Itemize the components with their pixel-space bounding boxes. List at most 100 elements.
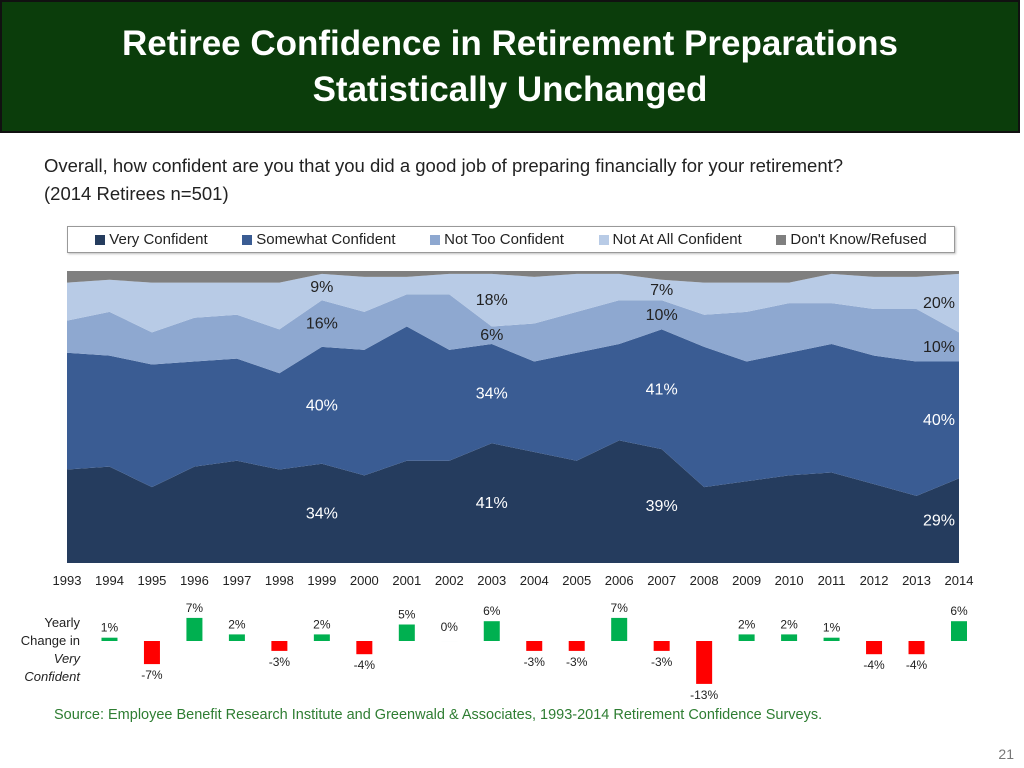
change-value-label: 6% xyxy=(483,604,501,618)
change-value-label: -3% xyxy=(269,655,291,669)
data-label: 29% xyxy=(923,513,955,530)
year-tick-label: 2005 xyxy=(562,573,591,588)
change-value-label: 2% xyxy=(313,617,331,631)
legend-item-somewhat-confident: Somewhat Confident xyxy=(242,231,396,248)
change-value-label: 5% xyxy=(398,608,416,622)
page-number: 21 xyxy=(998,746,1014,762)
area-series-don-t-know-refused xyxy=(67,271,959,283)
data-label: 40% xyxy=(923,412,955,429)
data-label: 16% xyxy=(306,316,338,333)
data-label: 6% xyxy=(480,327,503,344)
change-bar xyxy=(738,634,755,641)
legend-swatch xyxy=(430,234,441,245)
year-tick-label: 1999 xyxy=(307,573,336,588)
data-label: 7% xyxy=(650,282,673,299)
data-label: 9% xyxy=(310,279,333,296)
year-tick-label: 2001 xyxy=(392,573,421,588)
legend-swatch xyxy=(95,234,106,245)
year-tick-label: 2010 xyxy=(775,573,804,588)
change-value-label: 2% xyxy=(738,617,756,631)
change-value-label: -4% xyxy=(906,658,928,672)
data-label: 34% xyxy=(306,505,338,522)
area-series-somewhat-confident xyxy=(67,326,959,496)
year-tick-label: 1998 xyxy=(265,573,294,588)
confidence-chart: 34% 40% 16% 9% 41% 34% 6% 18% 39% 41% 10% 7% 29% 40% 1… xyxy=(21,271,974,700)
change-bar xyxy=(568,641,585,651)
year-tick-label: 1997 xyxy=(222,573,251,588)
data-label: 20% xyxy=(923,295,955,312)
year-tick-label: 2011 xyxy=(818,573,846,588)
change-bar xyxy=(271,641,288,651)
change-value-label: -13% xyxy=(690,688,718,700)
legend-swatch xyxy=(776,234,787,245)
legend-swatch xyxy=(242,234,253,245)
year-tick-label: 2012 xyxy=(860,573,889,588)
year-tick-label: 2013 xyxy=(902,573,931,588)
chart-legend: Very Confident Somewhat Confident Not To… xyxy=(67,226,955,253)
year-tick-label: 2004 xyxy=(520,573,549,588)
sample-size-note: (2014 Retirees n=501) xyxy=(44,183,229,204)
area-series-very-confident xyxy=(67,440,959,563)
legend-label: Not At All Confident xyxy=(612,231,742,248)
data-label: 39% xyxy=(646,498,678,515)
legend-swatch xyxy=(598,234,609,245)
year-tick-label: 2008 xyxy=(690,573,719,588)
change-value-label: 2% xyxy=(780,617,798,631)
title-banner: Retiree Confidence in Retirement Prepara… xyxy=(0,0,1020,133)
change-value-label: 6% xyxy=(950,604,968,618)
year-tick-label: 2014 xyxy=(945,573,974,588)
change-bar xyxy=(781,634,798,641)
legend-label: Not Too Confident xyxy=(444,231,564,248)
change-bar xyxy=(823,637,840,641)
change-value-label: 1% xyxy=(101,621,119,635)
change-bar xyxy=(483,621,500,641)
legend-item-dont-know: Don't Know/Refused xyxy=(776,231,927,248)
data-label: 34% xyxy=(476,386,508,403)
data-label: 41% xyxy=(476,495,508,512)
change-bar xyxy=(356,641,373,655)
change-axis-label: Very xyxy=(54,651,82,666)
data-label: 40% xyxy=(306,397,338,414)
legend-item-very-confident: Very Confident xyxy=(95,231,208,248)
change-bar xyxy=(951,621,967,641)
change-bar xyxy=(228,634,245,641)
change-value-label: 7% xyxy=(611,601,629,615)
change-bar xyxy=(398,624,415,641)
title-line-1: Retiree Confidence in Retirement Prepara… xyxy=(121,23,899,63)
source-note: Source: Employee Benefit Research Instit… xyxy=(54,707,823,723)
year-tick-label: 2002 xyxy=(435,573,464,588)
change-bar xyxy=(908,641,925,655)
change-bar xyxy=(653,641,670,651)
change-value-label: -7% xyxy=(141,668,163,682)
change-value-label: -3% xyxy=(651,655,673,669)
data-label: 10% xyxy=(923,339,955,356)
legend-label: Very Confident xyxy=(109,231,208,248)
title-line-2: Statistically Unchanged xyxy=(312,69,708,109)
change-bar xyxy=(696,641,713,684)
data-label: 10% xyxy=(646,307,678,324)
change-bar xyxy=(611,617,628,641)
area-series-not-too-confident xyxy=(67,294,959,374)
change-value-label: 7% xyxy=(186,601,204,615)
change-bar xyxy=(101,637,118,641)
change-bar xyxy=(143,641,160,665)
change-value-label: -4% xyxy=(863,658,885,672)
year-tick-label: 1993 xyxy=(53,573,82,588)
change-bar xyxy=(186,617,203,641)
year-tick-label: 2009 xyxy=(732,573,761,588)
year-tick-label: 1995 xyxy=(137,573,166,588)
change-value-label: 1% xyxy=(823,621,841,635)
change-bar xyxy=(313,634,330,641)
legend-item-not-at-all-confident: Not At All Confident xyxy=(598,231,742,248)
change-axis-label: Confident xyxy=(24,669,81,684)
year-tick-label: 1996 xyxy=(180,573,209,588)
data-label: 41% xyxy=(646,381,678,398)
change-bar xyxy=(526,641,543,651)
change-axis-label: Yearly xyxy=(44,615,80,630)
survey-question: Overall, how confident are you that you … xyxy=(44,152,1004,208)
change-value-label: -3% xyxy=(524,655,546,669)
change-value-label: -3% xyxy=(566,655,588,669)
change-value-label: 0% xyxy=(441,620,459,634)
legend-label: Don't Know/Refused xyxy=(790,231,927,248)
change-value-label: 2% xyxy=(228,617,246,631)
